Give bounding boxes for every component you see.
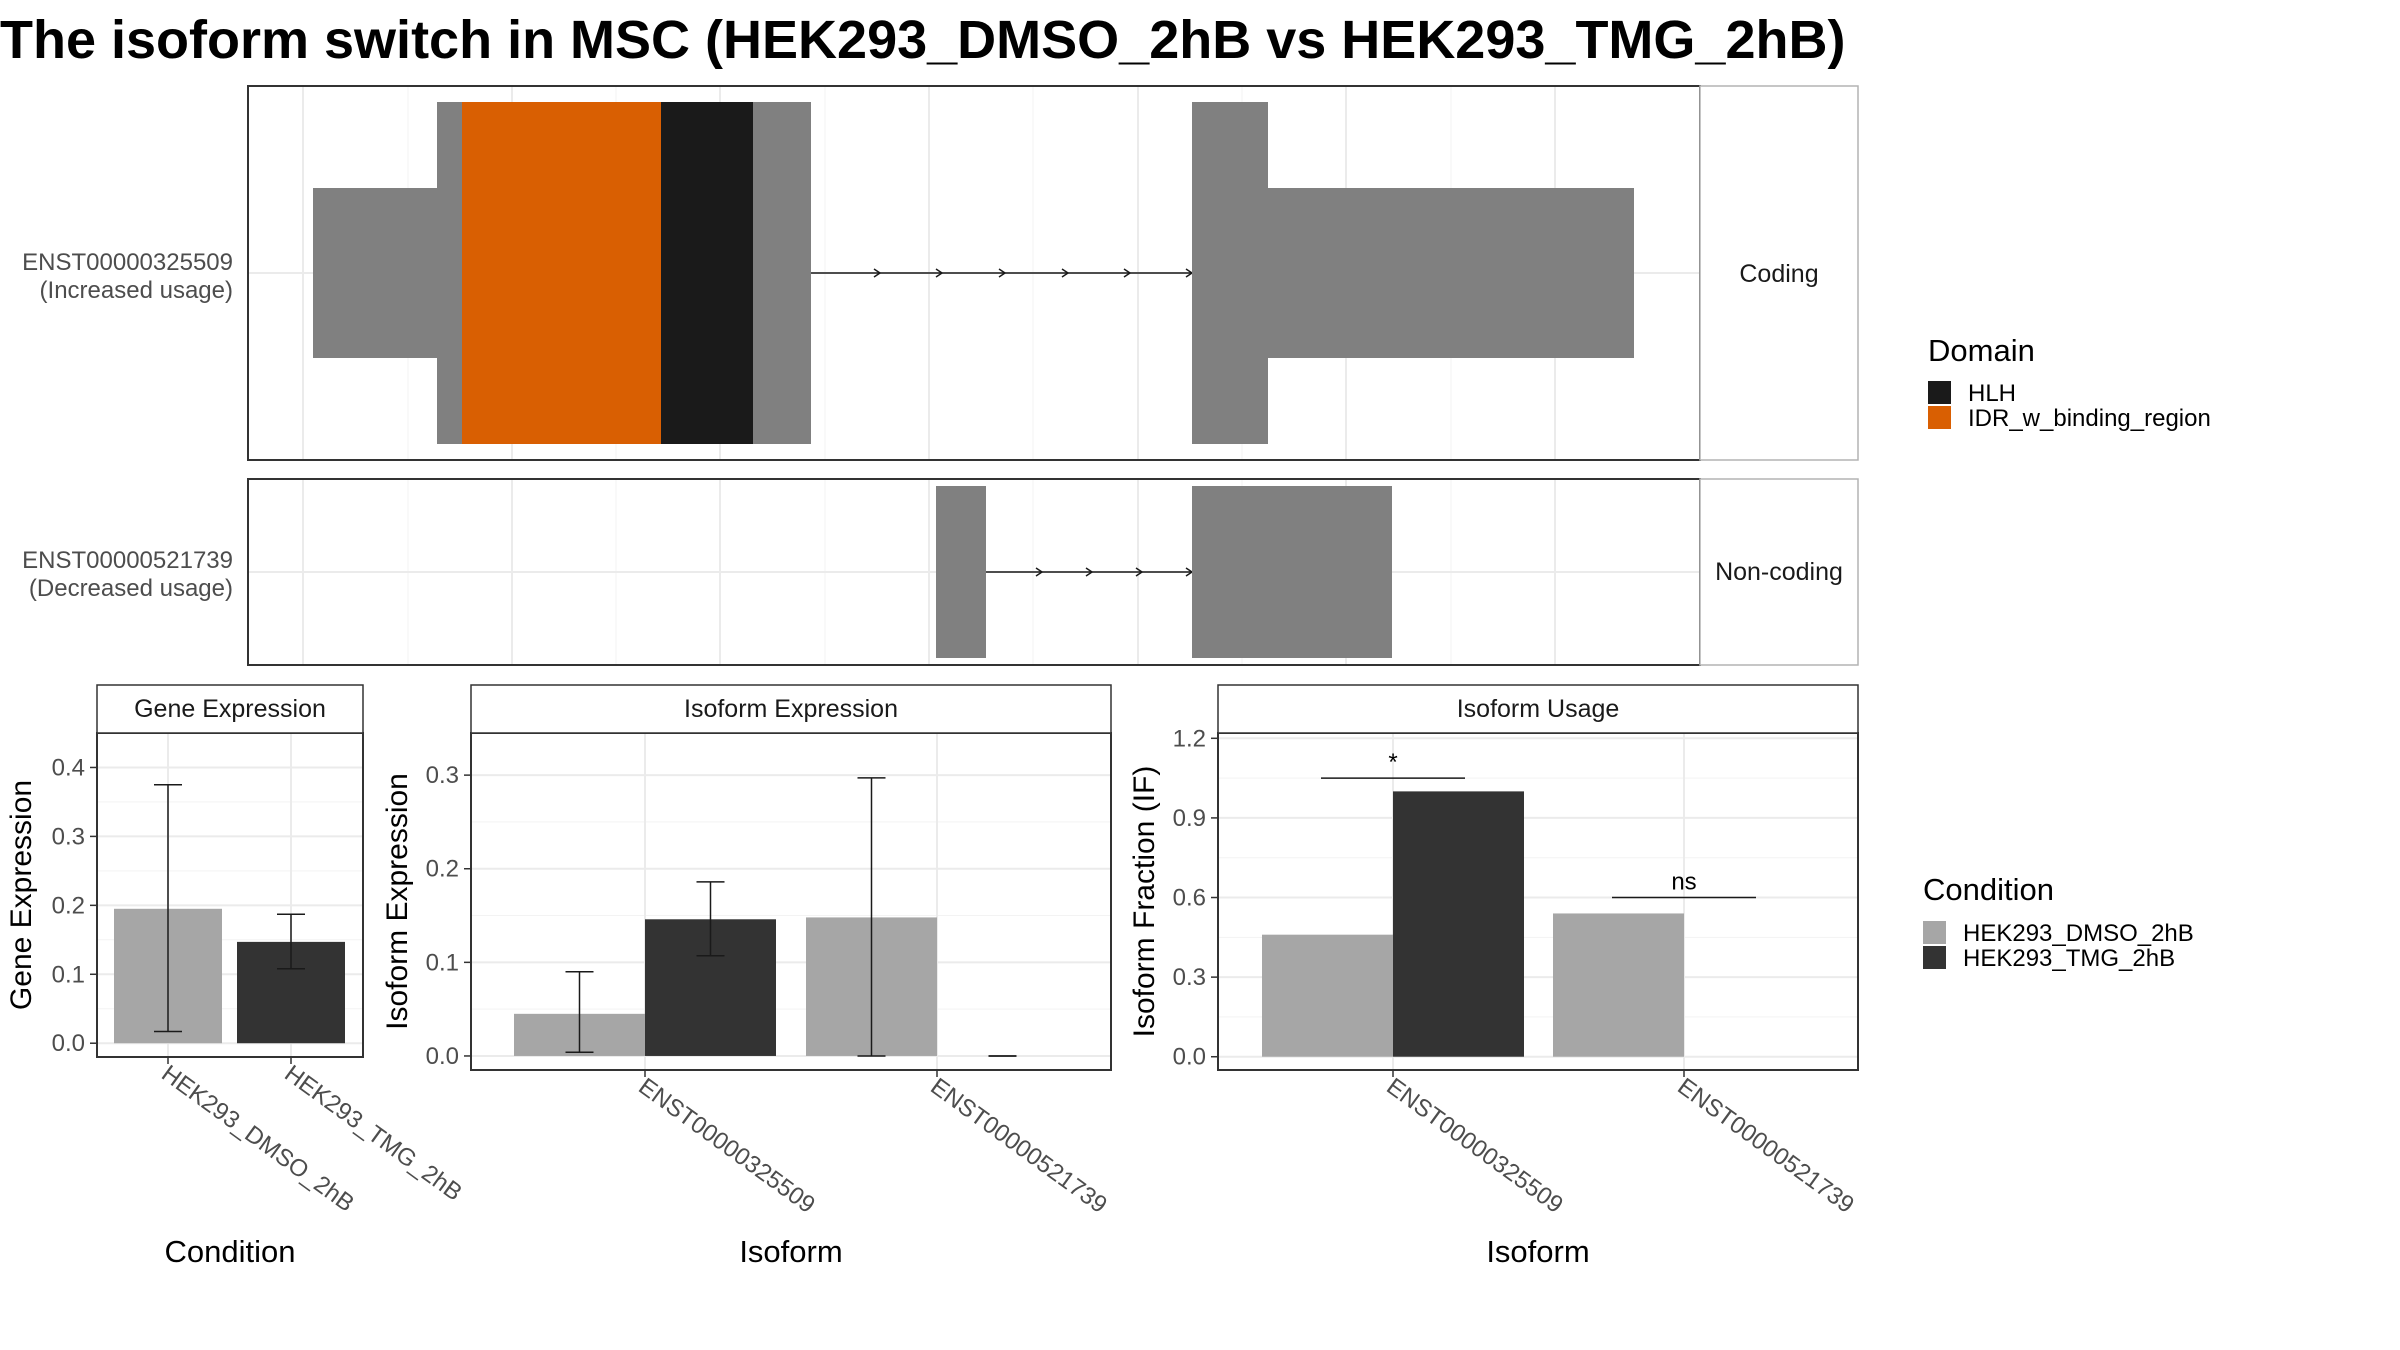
legend-label-hlh: HLH (1968, 380, 2016, 407)
facet-label-coding: Coding (1739, 260, 1818, 288)
figure-title: The isoform switch in MSC (HEK293_DMSO_2… (0, 10, 1845, 70)
legend-label-idr: IDR_w_binding_region (1968, 405, 2211, 432)
legend-key-hlh (1928, 381, 1951, 404)
legend-label-tmg: HEK293_TMG_2hB (1963, 945, 2175, 972)
y-tick-label: 0.3 (52, 823, 85, 850)
domain-hlh (661, 102, 754, 444)
x-axis-title: Isoform (1486, 1234, 1589, 1269)
noncoding-exon-2 (1192, 486, 1392, 658)
y-tick-label: 0.4 (52, 754, 85, 781)
condition-legend-title: Condition (1923, 872, 2054, 907)
domain-legend-title: Domain (1928, 333, 2035, 368)
facet-strip-noncoding (1699, 478, 1859, 666)
transcript-structure-panel: Coding ENST00000325509 (Increased usage)… (22, 85, 1859, 666)
y-tick-label: 0.3 (1173, 964, 1206, 991)
facet-strip-coding (1699, 85, 1859, 461)
y-tick-label: 0.2 (426, 856, 459, 883)
y-axis-title: Gene Expression (5, 780, 38, 1010)
x-axis-title: Isoform (739, 1234, 842, 1269)
intron-arrows-1 (873, 268, 1194, 278)
condition-legend: Condition HEK293_DMSO_2hB HEK293_TMG_2hB (1923, 872, 2194, 972)
x-tick-label: ENST00000325509 (1381, 1073, 1567, 1219)
cds-exon-2 (1192, 102, 1268, 444)
y-tick-label: 0.9 (1173, 805, 1206, 832)
bar-charts: Gene Expression0.00.10.20.30.4HEK293_DMS… (5, 684, 1859, 1269)
bar-HEK293_DMSO_2hB-ENST00000521739 (1553, 913, 1684, 1057)
x-axis-title: Condition (165, 1234, 296, 1269)
bar-HEK293_TMG_2hB-ENST00000325509 (1393, 791, 1524, 1057)
chart-title: Gene Expression (134, 695, 326, 723)
utr-exon-2 (1267, 188, 1634, 358)
transcript-2-usage: (Decreased usage) (29, 575, 233, 602)
transcript-1-usage: (Increased usage) (40, 277, 233, 304)
y-tick-label: 0.0 (426, 1043, 459, 1070)
x-tick-label: ENST00000521739 (925, 1073, 1111, 1219)
transcript-2-id: ENST00000521739 (22, 547, 233, 574)
y-tick-label: 0.1 (52, 961, 85, 988)
y-tick-label: 0.0 (1173, 1044, 1206, 1071)
x-tick-label: ENST00000325509 (633, 1073, 819, 1219)
legend-key-tmg (1923, 946, 1946, 969)
domain-idr-w-binding-region (462, 102, 662, 444)
chart-title: Isoform Usage (1457, 695, 1620, 723)
y-tick-label: 1.2 (1173, 725, 1206, 752)
y-axis-title: Isoform Expression (381, 773, 414, 1030)
domain-legend: Domain HLH IDR_w_binding_region (1928, 333, 2211, 432)
y-tick-label: 0.6 (1173, 885, 1206, 912)
significance-label-ENST00000521739: ns (1671, 869, 1696, 896)
cds-exon-1b (753, 102, 811, 444)
y-tick-label: 0.2 (52, 892, 85, 919)
cds-exon-1a (437, 102, 463, 444)
y-tick-label: 0.1 (426, 949, 459, 976)
transcript-1-id: ENST00000325509 (22, 249, 233, 276)
legend-label-dmso: HEK293_DMSO_2hB (1963, 920, 2194, 947)
bar-chart-3: * ns Isoform Usage 0.0 0.3 0.6 0.9 1.2 ENST00000… (1128, 684, 1859, 1269)
facet-label-noncoding: Non-coding (1715, 558, 1843, 586)
y-tick-label: 0.0 (52, 1030, 85, 1057)
significance-label-ENST00000325509: * (1388, 749, 1397, 776)
legend-key-idr (1928, 406, 1951, 429)
facet-strip (96, 684, 364, 734)
facet-strip (470, 684, 1112, 734)
facet-strip (1217, 684, 1859, 734)
legend-key-dmso (1923, 921, 1946, 944)
y-axis-title: Isoform Fraction (IF) (1128, 766, 1161, 1038)
chart-title: Isoform Expression (684, 695, 898, 723)
y-tick-label: 0.3 (426, 762, 459, 789)
bar-chart-2: Isoform Expression 0.0 0.1 0.2 0.3 ENST000003… (381, 684, 1112, 1269)
x-tick-label: ENST00000521739 (1672, 1073, 1858, 1219)
noncoding-exon-1 (936, 486, 986, 658)
utr-exon-1a (313, 188, 438, 358)
bar-HEK293_DMSO_2hB-ENST00000325509 (1262, 934, 1393, 1057)
